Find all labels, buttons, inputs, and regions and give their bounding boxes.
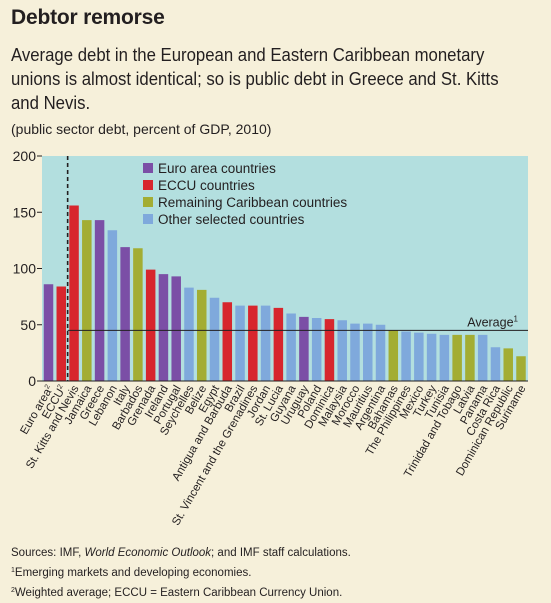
bar <box>43 284 54 381</box>
bar <box>426 333 437 381</box>
legend-label-eccu: ECCU countries <box>158 178 255 193</box>
bar <box>324 319 335 381</box>
bar <box>299 316 309 381</box>
bar <box>477 334 488 381</box>
bar <box>286 313 296 381</box>
y-tick-label: 50 <box>20 317 36 333</box>
bar <box>401 331 411 381</box>
bar <box>375 324 386 381</box>
footnote-1: 1Emerging markets and developing economi… <box>11 567 252 579</box>
sources-note: Sources: IMF, World Economic Outlook; an… <box>11 547 351 559</box>
legend-label-caribbean: Remaining Caribbean countries <box>158 195 347 210</box>
bar <box>94 220 105 381</box>
legend-label-other: Other selected countries <box>158 212 305 227</box>
bar <box>171 276 181 381</box>
bar <box>260 305 271 381</box>
x-tick-label-sup: 2 <box>44 383 52 390</box>
legend-label-euro: Euro area countries <box>158 161 276 176</box>
bar <box>82 220 92 381</box>
bar <box>158 274 169 381</box>
chart-title: Debtor remorse <box>11 6 165 29</box>
legend-swatch-euro <box>143 163 153 173</box>
bar <box>490 347 501 381</box>
bar <box>439 334 450 381</box>
chart-subtitle: Average debt in the European and Eastern… <box>11 45 499 113</box>
legend-swatch-eccu <box>143 180 153 190</box>
bar <box>56 286 67 381</box>
bar <box>363 323 373 381</box>
bar <box>196 289 207 381</box>
x-tick-label-sup: 2 <box>57 383 65 390</box>
bar <box>414 332 424 381</box>
legend-swatch-other <box>143 214 153 224</box>
bar <box>69 205 79 381</box>
bar <box>235 305 245 381</box>
bar <box>337 320 347 381</box>
bar <box>388 330 399 381</box>
footnote-2: 2Weighted average; ECCU = Eastern Caribb… <box>11 587 343 599</box>
bar <box>503 348 513 381</box>
bar <box>465 334 475 381</box>
bar <box>209 297 220 381</box>
bar <box>133 248 143 381</box>
bar <box>311 318 322 381</box>
bar <box>222 302 233 381</box>
average-label: Average1 <box>467 314 518 329</box>
bar <box>248 305 258 381</box>
average-label-sup: 1 <box>514 314 519 323</box>
bar <box>107 230 118 381</box>
bar <box>516 356 526 381</box>
y-tick-label: 0 <box>28 373 36 389</box>
bar <box>273 307 284 381</box>
bar <box>184 287 194 381</box>
bar <box>350 323 360 381</box>
bar <box>452 334 462 381</box>
bar <box>120 247 130 381</box>
footnotes: Sources: IMF, World Economic Outlook; an… <box>11 545 351 602</box>
sources-publication: World Economic Outlook <box>84 547 212 559</box>
bar <box>145 269 156 381</box>
unit-note: (public sector debt, percent of GDP, 201… <box>11 121 272 137</box>
legend-swatch-caribbean <box>143 197 153 207</box>
y-tick-label: 100 <box>13 261 37 277</box>
y-tick-label: 150 <box>13 204 37 220</box>
y-tick-label: 200 <box>13 148 37 164</box>
